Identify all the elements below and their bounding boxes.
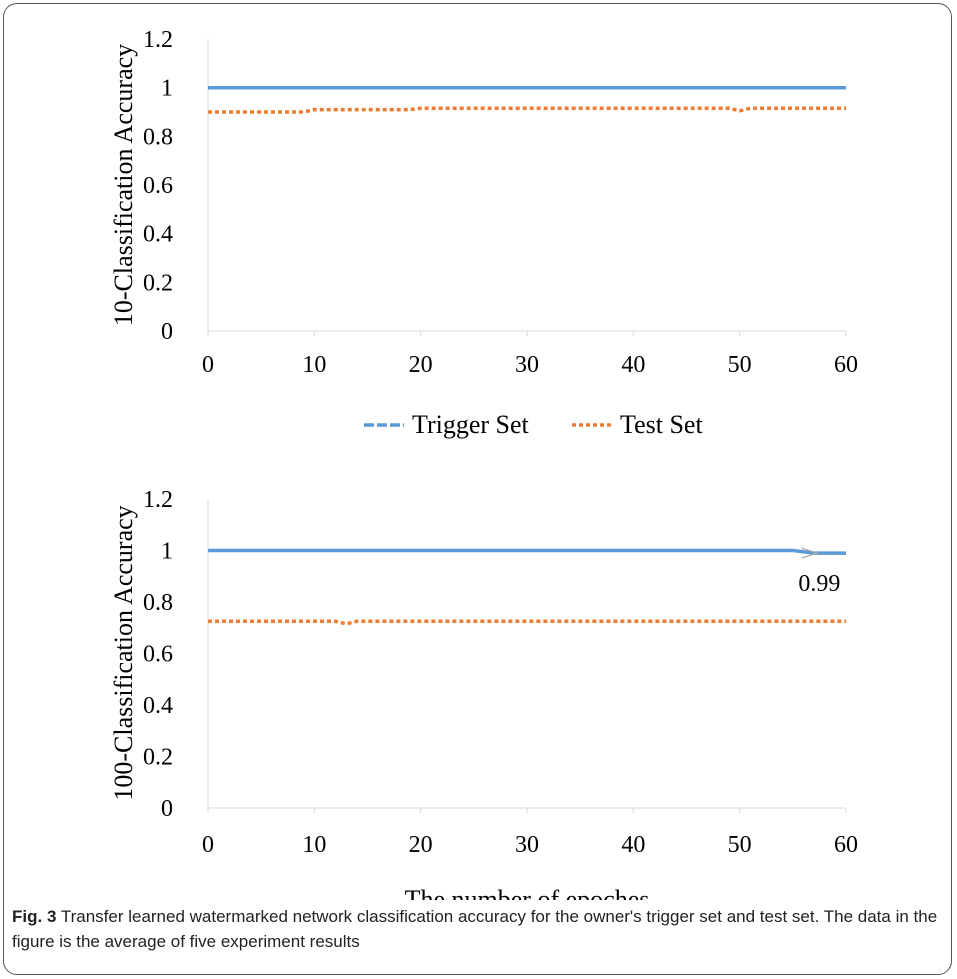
figure-frame	[3, 3, 952, 975]
series-line-test-set	[208, 619, 846, 626]
x-tick-label: 20	[409, 832, 433, 858]
figure-caption: Fig. 3 Transfer learned watermarked netw…	[12, 904, 947, 954]
x-axis-label: The number of epoches	[405, 885, 650, 900]
y-tick-label: 1	[161, 539, 173, 565]
annotation-label: 0.99	[798, 571, 840, 597]
y-tick-label: 1.2	[143, 487, 173, 513]
y-tick-label: 0.6	[143, 642, 173, 668]
y-tick-label: 0	[161, 796, 173, 822]
x-tick-label: 40	[621, 352, 645, 378]
x-tick-label: 60	[834, 832, 858, 858]
y-tick-label: 0.8	[143, 590, 173, 616]
legend-label-trigger-set: Trigger Set	[412, 410, 530, 439]
y-tick-label: 1	[161, 76, 173, 102]
x-tick-label: 0	[202, 832, 214, 858]
y-tick-label: 0.8	[143, 124, 173, 150]
x-tick-label: 0	[202, 352, 214, 378]
y-tick-label: 0.6	[143, 173, 173, 199]
figure: 00.20.40.60.811.20 10 20 30 40 50 6010-Classif…	[109, 27, 858, 900]
y-axis-label: 100-Classification Accuracy	[109, 505, 138, 800]
x-tick-label: 50	[728, 832, 752, 858]
y-tick-label: 0.4	[143, 693, 173, 719]
legend-label-test-set: Test Set	[620, 410, 703, 439]
x-tick-label: 60	[834, 352, 858, 378]
annotation-callout	[801, 547, 820, 559]
caption-label: Fig. 3	[12, 907, 57, 926]
chart-10-classification: 0 0.2 0.4 0.6 0.8 1 1.2 0 10 20 30 40 50 60 10-Classif…	[109, 27, 858, 378]
x-tick-label: 50	[728, 352, 752, 378]
y-tick-label: 0	[161, 319, 173, 345]
series-line-trigger-set	[208, 548, 846, 555]
series-line-test-set	[208, 106, 846, 114]
x-tick-label: 10	[302, 352, 326, 378]
y-tick-label: 1.2	[143, 27, 173, 53]
y-tick-label: 0.2	[143, 270, 173, 296]
x-tick-label: 30	[515, 832, 539, 858]
x-tick-label: 10	[302, 832, 326, 858]
y-axis-label: 10-Classification Accuracy	[109, 44, 138, 326]
chart-100-classification: 0 0.2 0.4 0.6 0.8 1 1.2 0 10 20 30 40 50 60 100-Classi…	[109, 487, 858, 900]
y-tick-label: 0.2	[143, 745, 173, 771]
legend: Trigger Set Test Set	[364, 410, 703, 439]
x-tick-label: 30	[515, 352, 539, 378]
y-tick-label: 0.4	[143, 222, 173, 248]
x-tick-label: 20	[409, 352, 433, 378]
x-tick-label: 40	[621, 832, 645, 858]
caption-text: Transfer learned watermarked network cla…	[12, 907, 938, 951]
